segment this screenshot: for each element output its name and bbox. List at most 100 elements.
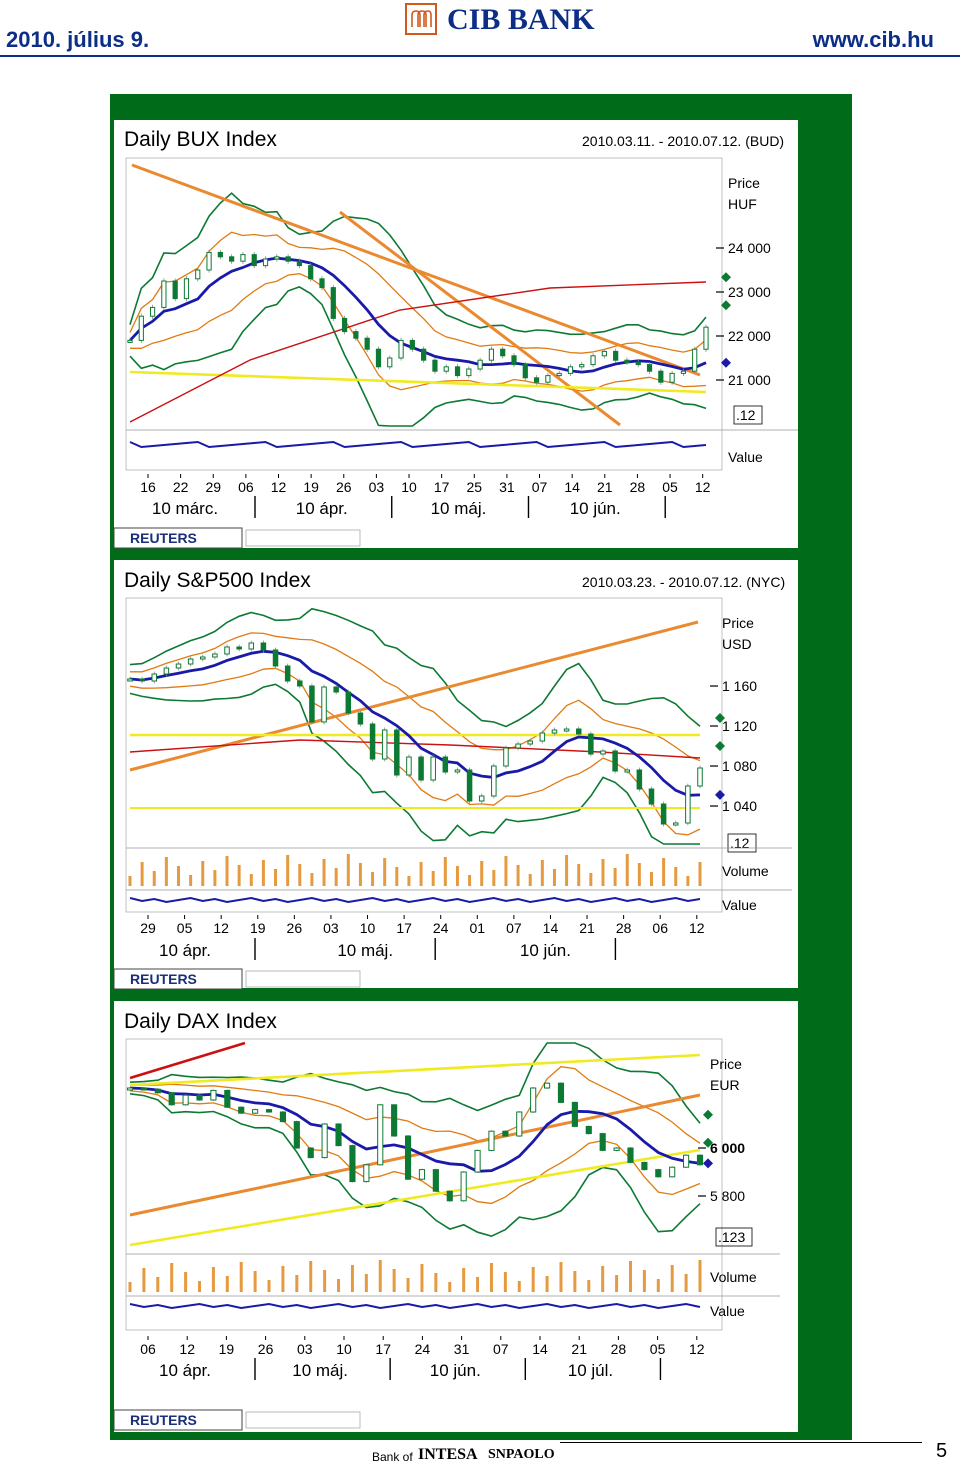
chart3-candle	[349, 1145, 356, 1183]
chart1-date-range: 2010.03.11. - 2010.07.12. (BUD)	[582, 133, 784, 149]
chart2-x-tick-label: 26	[287, 920, 303, 936]
chart3-x-tick-label: 12	[689, 1341, 705, 1357]
chart1-x-tick-label: 22	[173, 479, 189, 495]
chart2-volume-bar	[492, 870, 496, 886]
chart2-month-label: 10 ápr.	[159, 941, 211, 960]
chart3-volume-bar	[517, 1281, 521, 1292]
chart1-x-tick-label: 07	[532, 479, 548, 495]
chart2-candle	[466, 769, 473, 802]
chart1-candle	[533, 377, 540, 383]
chart1-candle	[387, 357, 393, 368]
chart3-candle	[293, 1121, 300, 1149]
chart1-x-tick-label: 12	[271, 479, 287, 495]
chart2-volume-bar	[298, 864, 302, 886]
chart3-month-label: 10 jún.	[430, 1361, 481, 1380]
chart2-volume-bar	[589, 873, 593, 886]
chart3-candle	[238, 1106, 245, 1114]
chart3-marker-diamond	[703, 1137, 713, 1148]
chart2-candle	[660, 803, 667, 825]
chart1-candle	[488, 348, 495, 361]
chart2-x-tick-label: 24	[433, 920, 449, 936]
chart2-candle	[600, 750, 606, 755]
chart2-volume-bar	[152, 871, 156, 886]
chart2-volume-bar	[698, 862, 702, 886]
chart3-candle	[363, 1164, 370, 1183]
chart3-volume-bar	[267, 1280, 271, 1292]
chart2-volume-bar	[261, 860, 265, 886]
chart1-month-label: 10 máj.	[431, 499, 487, 518]
chart2-volume-bar	[577, 864, 581, 886]
chart2-marker-diamond	[715, 789, 725, 800]
chart2-candle	[212, 653, 218, 658]
chart2-volume-bar	[128, 876, 132, 886]
chart1-candle	[217, 251, 223, 258]
chart2-candle	[442, 756, 449, 773]
chart2-panel	[114, 560, 798, 988]
chart3-value-line	[129, 1302, 701, 1310]
chart1-candle	[579, 364, 585, 368]
chart3-red-trend	[129, 1041, 246, 1080]
chart1-x-tick-label: 17	[434, 479, 450, 495]
chart3-volume-bar	[601, 1266, 605, 1292]
chart2-candle	[406, 756, 412, 776]
chart1-candle	[432, 359, 438, 372]
chart3-volume-bar	[337, 1279, 341, 1292]
chart3-candle	[126, 1087, 134, 1091]
chart3-volume-bar	[156, 1277, 160, 1292]
chart1-candle	[601, 350, 607, 357]
chart3-candle	[210, 1089, 217, 1101]
chart1-x-tick-label: 31	[499, 479, 515, 495]
chart3-month-label: 10 máj.	[292, 1361, 348, 1380]
chart1-candle	[274, 256, 280, 260]
chart3-volume-bar	[364, 1274, 368, 1292]
chart2-value-label: Value	[722, 897, 757, 913]
chart2-candle	[260, 642, 267, 651]
chart3-candle	[224, 1089, 231, 1108]
chart3-volume-bar	[142, 1268, 146, 1292]
chart1-candle	[285, 256, 291, 262]
chart2-x-tick-label: 07	[506, 920, 522, 936]
chart1-month-label: 10 ápr.	[296, 499, 348, 518]
chart2-volume-bar	[455, 866, 459, 886]
chart2-candle	[672, 822, 679, 826]
chart2-candle	[127, 678, 133, 682]
footer-rule	[560, 1442, 922, 1443]
chart2-volume-bar	[552, 869, 556, 886]
chart1-candle	[341, 317, 348, 333]
chart2-candle	[685, 785, 691, 824]
chart3-candle	[432, 1169, 439, 1192]
chart2-candle	[527, 740, 533, 745]
chart1-month-label: 10 márc.	[152, 499, 218, 518]
chart3-volume-bar	[545, 1276, 549, 1292]
chart3-value-label: Value	[710, 1303, 745, 1319]
chart3-volume-bar	[253, 1271, 257, 1292]
chart2-volume-bar	[334, 868, 338, 886]
chart3-candle	[446, 1190, 453, 1202]
chart3-candle	[182, 1094, 189, 1106]
chart2-y-tick-label: 1 040	[722, 798, 757, 814]
chart1-plot-border	[125, 157, 723, 471]
header-url[interactable]: www.cib.hu	[812, 27, 934, 52]
chart1-marker-diamond	[721, 300, 731, 311]
chart3-volume-bar	[670, 1265, 674, 1292]
chart2-volume-bar	[140, 862, 144, 886]
footer-sanpaolo: SNPAOLO	[488, 1447, 555, 1462]
chart1-long-average	[129, 281, 707, 423]
chart1-candle	[183, 278, 190, 300]
chart3-marker-diamond	[703, 1109, 713, 1120]
chart2-candle	[491, 765, 497, 797]
chart2-volume-bar	[177, 866, 181, 886]
chart3-candle	[683, 1154, 690, 1168]
chart3-candle	[279, 1111, 287, 1123]
chart3-candle	[418, 1169, 426, 1180]
chart2-volume-bar	[601, 859, 605, 886]
chart2-x-tick-label: 29	[140, 920, 156, 936]
chart3-last-marker-box	[715, 1227, 753, 1247]
chart2-x-tick-label: 28	[616, 920, 632, 936]
chart2-volume-bar	[674, 867, 678, 886]
chart3-x-tick-label: 21	[571, 1341, 587, 1357]
chart1-candle	[658, 370, 664, 383]
chart3-volume-bar	[448, 1282, 452, 1292]
chart1-candle	[511, 355, 517, 366]
chart2-volume-bar	[637, 863, 641, 886]
